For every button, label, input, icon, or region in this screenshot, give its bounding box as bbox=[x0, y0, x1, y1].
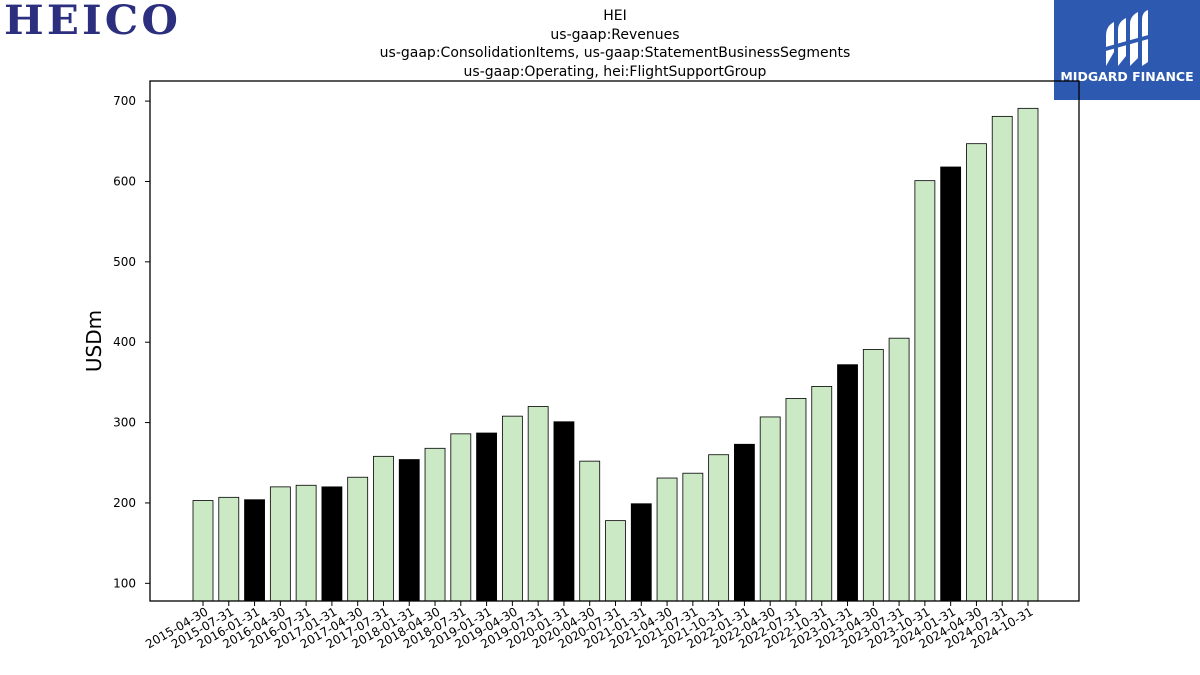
bar-2019-07-31 bbox=[527, 406, 549, 602]
bar-2016-07-31 bbox=[295, 484, 317, 602]
x-axis: 2015-04-302015-07-312016-01-312016-04-30… bbox=[143, 601, 1036, 651]
bar-2024-01-31 bbox=[940, 166, 962, 602]
title-line: us-gaap:ConsolidationItems, us-gaap:Stat… bbox=[379, 45, 851, 61]
bars-group bbox=[192, 107, 1039, 602]
bar-2024-04-30 bbox=[966, 143, 987, 602]
bar-2022-04-30 bbox=[759, 416, 781, 602]
bar-2022-10-31 bbox=[811, 386, 833, 602]
bar-2016-01-31 bbox=[244, 499, 265, 602]
bar-2023-04-30 bbox=[862, 349, 884, 602]
bar-2021-01-31 bbox=[630, 503, 652, 602]
bar-2020-07-31 bbox=[605, 520, 626, 602]
bar-2015-04-30 bbox=[192, 500, 214, 602]
y-tick-label: 500 bbox=[113, 255, 136, 269]
midgard-emblem-icon bbox=[1102, 10, 1152, 66]
bar-2023-10-31 bbox=[914, 180, 936, 602]
bar-2017-07-31 bbox=[373, 455, 394, 602]
title-line: us-gaap:Operating, hei:FlightSupportGrou… bbox=[463, 63, 767, 80]
bar-2021-10-31 bbox=[708, 454, 730, 602]
heico-logo: HEICO bbox=[4, 1, 206, 41]
bar-2022-01-31 bbox=[734, 443, 755, 602]
chart-title: HEI us-gaap:Revenues us-gaap:Consolidati… bbox=[300, 7, 930, 81]
bar-2019-04-30 bbox=[501, 415, 523, 602]
bar-2015-07-31 bbox=[218, 496, 240, 602]
plot-frame bbox=[149, 80, 1080, 602]
bar-2017-01-31 bbox=[321, 486, 343, 602]
bar-2024-07-31 bbox=[991, 115, 1013, 602]
bar-2018-04-30 bbox=[424, 447, 446, 602]
bar-2023-07-31 bbox=[888, 337, 910, 602]
midgard-logo-text: MIDGARD FINANCE bbox=[1060, 69, 1194, 84]
bar-2023-01-31 bbox=[837, 364, 858, 602]
bar-2022-07-31 bbox=[785, 398, 807, 602]
bar-2024-10-31 bbox=[1017, 107, 1039, 602]
y-axis: 100 200 300 400 500 600 700 bbox=[113, 94, 150, 590]
y-tick-label: 700 bbox=[113, 94, 136, 108]
heico-logo-text: HEICO bbox=[4, 0, 182, 44]
bar-2017-04-30 bbox=[347, 476, 369, 602]
bar-2021-04-30 bbox=[656, 477, 678, 602]
bar-2021-07-31 bbox=[682, 472, 704, 602]
title-line: HEI bbox=[603, 8, 627, 24]
bar-2018-07-31 bbox=[450, 433, 472, 602]
bar-2020-04-30 bbox=[579, 460, 601, 602]
y-tick-label: 200 bbox=[113, 496, 136, 510]
bar-2018-01-31 bbox=[398, 459, 420, 602]
midgard-finance-logo: MIDGARD FINANCE bbox=[1054, 0, 1200, 100]
y-tick-label: 100 bbox=[113, 576, 136, 590]
title-line: us-gaap:Revenues bbox=[550, 26, 680, 43]
bar-2020-01-31 bbox=[553, 421, 575, 602]
y-tick-label: 300 bbox=[113, 416, 136, 430]
y-tick-label: 400 bbox=[113, 335, 136, 349]
y-axis-label: USDm bbox=[82, 310, 106, 372]
bar-2016-04-30 bbox=[269, 486, 291, 602]
bar-2019-01-31 bbox=[476, 432, 497, 602]
y-tick-label: 600 bbox=[113, 174, 136, 188]
